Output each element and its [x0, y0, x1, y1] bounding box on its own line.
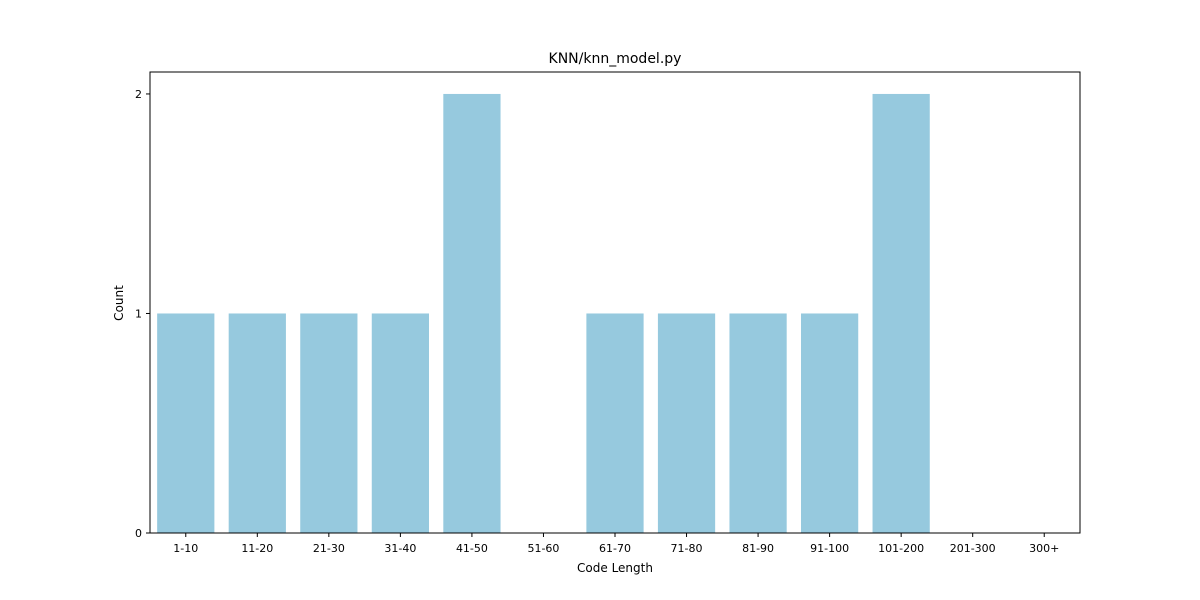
x-tick-label: 71-80 — [671, 542, 703, 555]
y-axis-label: Count — [112, 285, 126, 321]
x-tick-label: 11-20 — [241, 542, 273, 555]
bar-21-30 — [300, 313, 358, 533]
x-tick-label: 61-70 — [599, 542, 631, 555]
y-tick-label: 1 — [135, 307, 142, 320]
x-tick-label: 91-100 — [810, 542, 849, 555]
x-tick-label: 81-90 — [742, 542, 774, 555]
x-tick-label: 51-60 — [527, 542, 559, 555]
y-tick-label: 0 — [135, 527, 142, 540]
chart-title: KNN/knn_model.py — [549, 51, 682, 67]
bar-1-10 — [157, 313, 215, 533]
y-axis-ticks: 0 1 2 — [135, 88, 150, 540]
bar-31-40 — [371, 313, 429, 533]
y-tick-label: 2 — [135, 88, 142, 101]
bar-91-100 — [801, 313, 859, 533]
x-tick-label: 41-50 — [456, 542, 488, 555]
x-tick-label: 201-300 — [950, 542, 996, 555]
x-tick-label: 21-30 — [313, 542, 345, 555]
x-axis-ticks: 1-10 11-20 21-30 31-40 41-50 51-60 61-70 71-80 8… — [173, 533, 1059, 555]
x-tick-label: 31-40 — [384, 542, 416, 555]
bar-71-80 — [657, 313, 716, 533]
bar-41-50 — [443, 93, 501, 533]
bar-101-200 — [872, 93, 930, 533]
bar-61-70 — [586, 313, 644, 533]
bars-group — [157, 93, 930, 533]
x-tick-label: 101-200 — [878, 542, 924, 555]
x-tick-label: 1-10 — [173, 542, 198, 555]
bar-81-90 — [729, 313, 787, 533]
bar-11-20 — [228, 313, 286, 533]
x-tick-label: 300+ — [1029, 542, 1059, 555]
x-axis-label: Code Length — [577, 561, 653, 575]
